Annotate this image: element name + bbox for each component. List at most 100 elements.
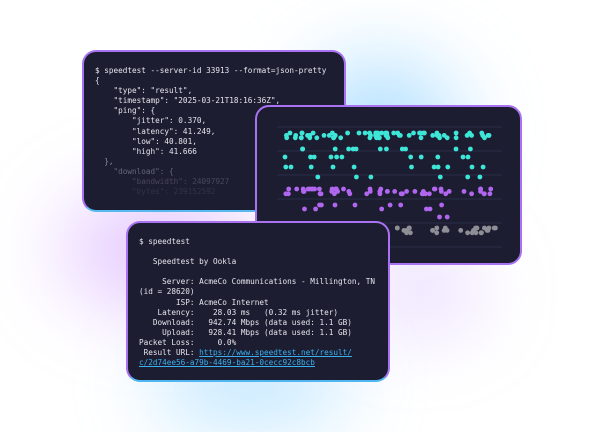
data-dot bbox=[334, 186, 339, 192]
data-dot bbox=[282, 154, 288, 160]
data-dot bbox=[453, 146, 459, 152]
data-dot bbox=[313, 206, 318, 212]
data-dot bbox=[427, 206, 433, 212]
data-dot bbox=[401, 228, 407, 233]
data-dot bbox=[302, 206, 307, 212]
data-dot bbox=[377, 146, 383, 152]
data-dot bbox=[346, 146, 351, 152]
server-id-line: (id = 28620) bbox=[139, 287, 195, 297]
data-dot bbox=[345, 130, 350, 136]
data-dot bbox=[367, 189, 373, 194]
data-dot bbox=[437, 174, 443, 180]
isp-line: ISP: AcmeCo Internet bbox=[139, 297, 269, 307]
data-dot bbox=[434, 225, 440, 231]
result-url-link[interactable]: c/2d74ee56-a79b-4469-ba21-0cecc92c8bcb bbox=[139, 358, 315, 368]
terminal-output: $ speedtest --server-id 33913 --format=j… bbox=[95, 66, 326, 197]
data-dot bbox=[341, 186, 346, 192]
data-dot bbox=[477, 174, 483, 180]
data-dot bbox=[417, 130, 422, 136]
data-dot bbox=[469, 133, 474, 138]
output-line: "download": { bbox=[95, 166, 174, 176]
output-line: "ping": { bbox=[95, 106, 156, 116]
data-dot bbox=[319, 202, 324, 208]
data-dot bbox=[294, 186, 300, 192]
output-title: Speedtest by Ookla bbox=[139, 257, 237, 267]
output-line: "bytes": 239152592 bbox=[95, 187, 216, 197]
data-dot bbox=[286, 186, 292, 192]
data-dot bbox=[478, 186, 484, 192]
data-dot bbox=[351, 164, 357, 170]
data-dot bbox=[460, 154, 466, 160]
cli-terminal-window: $ speedtest Speedtest by Ookla Server: A… bbox=[126, 221, 390, 382]
data-dot bbox=[403, 146, 408, 152]
latency-line: Latency: 28.03 ms (0.32 ms jitter) bbox=[139, 307, 339, 317]
data-dot bbox=[377, 191, 383, 197]
data-dot bbox=[431, 186, 437, 192]
data-dot bbox=[406, 133, 412, 138]
data-dot bbox=[487, 191, 493, 197]
data-dot bbox=[331, 135, 337, 141]
data-dot bbox=[431, 164, 437, 170]
data-dot bbox=[465, 230, 470, 236]
data-dot bbox=[308, 154, 313, 160]
data-dot bbox=[480, 133, 486, 138]
output-line: "jitter": 0.370, bbox=[95, 116, 207, 126]
data-dot bbox=[480, 164, 486, 170]
data-dot bbox=[435, 164, 441, 170]
data-dot bbox=[437, 214, 442, 220]
data-dot bbox=[404, 189, 409, 194]
output-line: }, bbox=[95, 156, 114, 166]
data-dot bbox=[445, 164, 451, 170]
data-dot bbox=[284, 135, 290, 141]
data-dot bbox=[385, 189, 390, 194]
data-dot bbox=[321, 133, 327, 138]
data-dot bbox=[353, 146, 359, 152]
data-dot bbox=[491, 225, 497, 231]
data-dot bbox=[334, 154, 339, 160]
data-dot bbox=[352, 202, 358, 208]
data-dot bbox=[307, 135, 313, 141]
output-line: "timestamp": "2025-03-21T18:16:36Z", bbox=[95, 96, 281, 106]
data-dot bbox=[383, 130, 388, 136]
data-dot bbox=[427, 191, 432, 197]
data-dot bbox=[379, 206, 385, 212]
data-dot bbox=[392, 189, 398, 194]
data-dot bbox=[396, 133, 402, 138]
data-dot bbox=[394, 225, 400, 231]
data-dot bbox=[318, 191, 324, 197]
data-dot bbox=[354, 174, 359, 180]
data-dot bbox=[418, 135, 424, 141]
terminal-output: $ speedtest Speedtest by Ookla Server: A… bbox=[139, 237, 375, 368]
data-dot bbox=[332, 146, 338, 152]
output-line: "type": "result", bbox=[95, 86, 193, 96]
data-dot bbox=[465, 174, 471, 180]
data-dot bbox=[315, 174, 321, 180]
data-dot bbox=[378, 186, 384, 192]
data-dot bbox=[430, 133, 436, 138]
data-dot bbox=[299, 135, 304, 141]
data-dot bbox=[430, 228, 436, 233]
data-dot bbox=[330, 130, 335, 136]
data-dot bbox=[474, 225, 480, 231]
server-line: Server: AcmeCo Communications - Millingt… bbox=[139, 277, 376, 287]
data-dot bbox=[362, 130, 368, 136]
output-line: "bandwidth": 24097927 bbox=[95, 177, 230, 187]
data-dot bbox=[385, 135, 391, 141]
data-dot bbox=[408, 230, 413, 236]
data-dot bbox=[411, 130, 416, 136]
data-dot bbox=[356, 130, 362, 136]
data-dot bbox=[317, 186, 322, 192]
data-dot bbox=[465, 154, 471, 160]
data-dot bbox=[283, 164, 289, 170]
data-dot bbox=[422, 130, 427, 136]
data-dot bbox=[301, 189, 307, 194]
output-line: "latency": 41.249, bbox=[95, 126, 216, 136]
data-dot bbox=[330, 164, 336, 170]
data-dot bbox=[407, 225, 412, 231]
data-dot bbox=[399, 146, 405, 152]
data-dot bbox=[488, 186, 494, 192]
data-dot bbox=[391, 130, 397, 136]
data-dot bbox=[412, 189, 418, 194]
result-url-link[interactable]: https://www.speedtest.net/result/ bbox=[199, 348, 352, 358]
data-dot bbox=[482, 225, 487, 231]
